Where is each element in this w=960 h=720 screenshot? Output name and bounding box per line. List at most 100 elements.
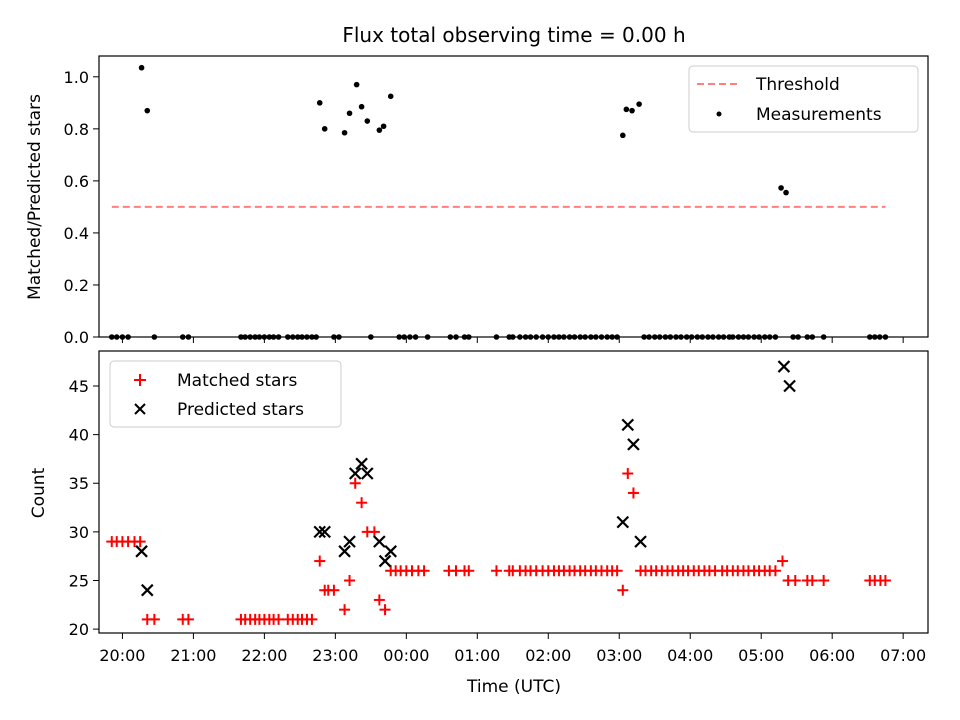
measurement-point <box>629 107 635 114</box>
predicted-star-point <box>777 360 791 373</box>
count-xtick-labels: 20:00 21:00 22:00 23:00 00:00 01:00 02:00 03:00… <box>99 646 926 665</box>
matched-star-point <box>328 584 340 596</box>
measurement-point <box>380 123 387 130</box>
legend-measurements-swatch <box>716 111 722 117</box>
matched-star-point <box>306 613 318 625</box>
ratio-legend-box <box>688 65 919 133</box>
ratio-ytick-label: 0.8 <box>64 120 89 139</box>
ratio-ytick-label: 1.0 <box>64 68 89 87</box>
measurement-point <box>376 127 383 133</box>
predicted-star-point <box>627 438 640 451</box>
count-ytick-label: 45 <box>69 377 89 396</box>
count-ytick-label: 40 <box>69 426 89 445</box>
count-xtick-label: 23:00 <box>312 646 358 665</box>
legend-measurements-label: Measurements <box>756 105 882 125</box>
matched-star-point <box>627 487 639 499</box>
matched-star-point <box>418 565 430 577</box>
predicted-star-point <box>338 545 351 558</box>
predicted-star-point <box>361 467 374 480</box>
predicted-star-point <box>318 525 331 539</box>
count-ytick-labels: 20 25 30 35 40 45 <box>69 377 89 639</box>
count-xtick-label: 20:00 <box>99 646 145 665</box>
predicted-star-point <box>616 515 630 529</box>
ratio-ytick-label: 0.0 <box>64 328 89 347</box>
matched-star-point <box>148 613 160 625</box>
matched-star-point <box>611 565 623 577</box>
count-xtick-label: 00:00 <box>383 646 429 665</box>
matched-star-point <box>273 613 285 625</box>
count-legend-box <box>109 360 342 428</box>
measurement-point <box>387 93 394 100</box>
matched-star-point <box>622 468 634 480</box>
matched-star-points <box>106 468 891 625</box>
matched-star-point <box>806 574 818 586</box>
measurement-point <box>138 64 145 71</box>
count-xtick-label: 21:00 <box>170 646 216 665</box>
ratio-panel: 0.0 0.2 0.4 0.6 0.8 1.0 Matched/Predicted sta… <box>25 55 929 347</box>
count-panel: 20 25 30 35 40 45 20:00 21:00 22:00 23:00 00:00 01… <box>29 350 929 697</box>
predicted-star-point <box>621 418 635 432</box>
measurement-point <box>321 126 328 132</box>
ratio-y-axis-label: Matched/Predicted stars <box>25 94 45 300</box>
count-ytick-label: 20 <box>69 620 89 639</box>
measurement-points <box>108 64 889 340</box>
ratio-ytick-label: 0.4 <box>64 224 89 243</box>
predicted-star-point <box>140 583 154 597</box>
count-xtick-label: 04:00 <box>667 646 713 665</box>
ratio-ytick-marks <box>93 76 99 338</box>
measurement-point <box>353 81 360 88</box>
matched-star-point <box>463 565 475 577</box>
predicted-star-point <box>348 467 362 480</box>
predicted-star-point <box>378 554 392 568</box>
count-legend: Matched stars Predicted stars <box>109 360 342 428</box>
measurement-point <box>620 132 626 139</box>
legend-predicted-label: Predicted stars <box>177 400 304 420</box>
count-xtick-label: 22:00 <box>241 646 287 665</box>
x-axis-label: Time (UTC) <box>466 677 561 697</box>
measurement-point <box>341 129 348 136</box>
ratio-ytick-label: 0.2 <box>64 276 89 295</box>
predicted-star-point <box>135 545 148 558</box>
ratio-ytick-labels: 0.0 0.2 0.4 0.6 0.8 1.0 <box>64 68 89 347</box>
legend-matched-swatch <box>134 374 146 386</box>
matched-star-point <box>356 497 368 509</box>
matched-star-point <box>344 574 356 586</box>
ratio-ytick-label: 0.6 <box>64 172 89 191</box>
predicted-star-point <box>355 457 368 471</box>
measurement-point <box>346 110 353 117</box>
matched-star-point <box>339 604 351 616</box>
measurement-point <box>364 118 371 124</box>
matched-star-point <box>379 604 391 616</box>
matched-star-point <box>617 584 629 596</box>
count-ytick-marks <box>93 385 99 630</box>
chart-title: Flux total observing time = 0.00 h <box>342 23 685 47</box>
matched-star-point <box>368 526 380 538</box>
measurement-point <box>623 106 630 113</box>
count-xtick-label: 03:00 <box>596 646 642 665</box>
legend-threshold-label: Threshold <box>755 75 840 95</box>
count-xtick-label: 06:00 <box>809 646 855 665</box>
predicted-star-point <box>384 545 397 558</box>
matched-star-point <box>373 594 385 606</box>
count-axes-frame <box>98 350 929 634</box>
measurement-point <box>783 189 789 196</box>
count-ytick-label: 30 <box>69 523 89 542</box>
matched-star-point <box>769 565 781 577</box>
legend-predicted-swatch <box>134 403 146 415</box>
measurement-point <box>316 100 323 106</box>
count-ytick-label: 35 <box>69 474 89 493</box>
matched-star-point <box>134 536 146 548</box>
matched-star-point <box>314 555 326 567</box>
count-xtick-label: 05:00 <box>738 646 784 665</box>
measurement-point <box>636 101 642 107</box>
matched-star-point <box>776 555 788 567</box>
matched-star-point <box>818 574 830 586</box>
predicted-star-points <box>135 360 796 597</box>
predicted-star-point <box>783 379 796 393</box>
predicted-star-point <box>634 535 647 548</box>
count-xtick-marks <box>121 633 904 639</box>
predicted-star-point <box>373 535 386 548</box>
measurement-point <box>778 185 784 191</box>
measurement-point <box>144 107 151 114</box>
